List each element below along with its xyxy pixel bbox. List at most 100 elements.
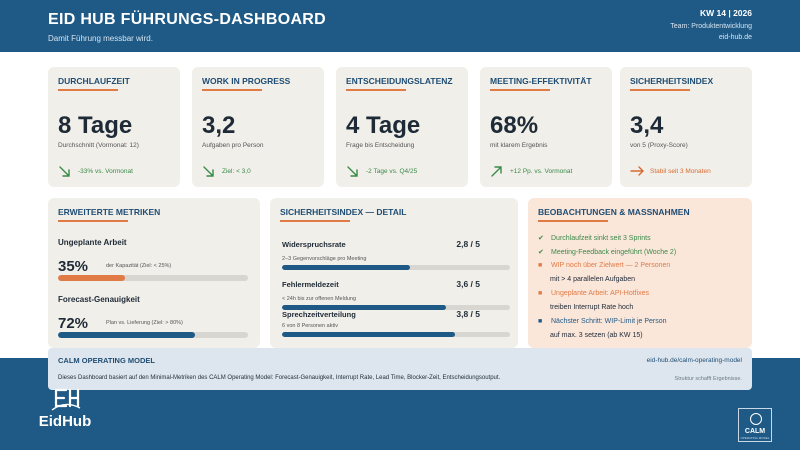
safety-index-panel: SICHERHEITSINDEX — DETAIL Widerspruchsra… bbox=[270, 198, 518, 348]
observation-subtext: mit > 4 parallelen Aufgaben bbox=[550, 276, 636, 283]
observation-item: ■ WIP noch über Zielwert — 2 Personen bbox=[538, 262, 670, 269]
calm-model-banner: CALM OPERATING MODEL eid-hub.de/calm-ope… bbox=[48, 348, 752, 390]
kpi-card: DURCHLAUFZEIT 8 Tage Durchschnitt (Vormona… bbox=[48, 67, 180, 187]
safety-progress-track bbox=[282, 265, 510, 270]
arrow-down-right-icon bbox=[347, 166, 358, 177]
kpi-description: mit klarem Ergebnis bbox=[490, 142, 548, 149]
title-underline bbox=[280, 220, 350, 222]
arrow-right-icon bbox=[630, 166, 644, 176]
check-icon: ✔ bbox=[538, 235, 544, 242]
kpi-label: SICHERHEITSINDEX bbox=[630, 76, 714, 86]
observation-subtext: auf max. 3 setzen (ab KW 15) bbox=[550, 332, 643, 339]
observation-text: WIP noch über Zielwert — 2 Personen bbox=[551, 262, 671, 269]
kpi-trend-text: +12 Pp. vs. Vormonat bbox=[510, 167, 573, 175]
kpi-description: von 5 (Proxy-Score) bbox=[630, 142, 688, 149]
title-underline bbox=[630, 89, 690, 91]
title-underline bbox=[490, 89, 550, 91]
kpi-trend: Ziel: < 3,0 bbox=[202, 164, 251, 178]
dashboard-content: DURCHLAUFZEIT 8 Tage Durchschnitt (Vormona… bbox=[0, 52, 800, 358]
safety-progress-track bbox=[282, 305, 510, 310]
calm-ring-icon bbox=[750, 413, 762, 425]
title-underline bbox=[346, 89, 406, 91]
arrow-up-right-icon bbox=[491, 166, 502, 177]
extended-metrics-panel: ERWEITERTE METRIKEN Ungeplante Arbeit 35… bbox=[48, 198, 260, 348]
metric-progress-track bbox=[58, 332, 248, 338]
square-bullet-icon: ■ bbox=[538, 318, 543, 325]
metric-progress-fill bbox=[58, 275, 125, 281]
kpi-card: WORK IN PROGRESS 3,2 Aufgaben pro Person Zi… bbox=[192, 67, 324, 187]
safety-value: 2,8 / 5 bbox=[456, 239, 480, 249]
calm-model-tagline: Struktur schafft Ergebnisse. bbox=[674, 376, 742, 382]
kpi-value: 8 Tage bbox=[58, 112, 133, 139]
week-label: KW 14 | 2026 bbox=[700, 8, 752, 18]
kpi-card: ENTSCHEIDUNGSLATENZ 4 Tage Frage bis Entsc… bbox=[336, 67, 468, 187]
page-title: EID HUB FÜHRUNGS-DASHBOARD bbox=[48, 11, 327, 28]
safety-note: < 24h bis zur offenen Meldung bbox=[282, 296, 357, 302]
metric-note: Plan vs. Lieferung (Ziel: > 80%) bbox=[106, 320, 183, 326]
observation-item: ✔ Meeting-Feedback eingeführt (Woche 2) bbox=[538, 248, 677, 257]
kpi-trend: -33% vs. Vormonat bbox=[58, 164, 133, 178]
arrow-down-right-icon bbox=[59, 166, 70, 177]
title-underline bbox=[202, 89, 262, 91]
safety-value: 3,8 / 5 bbox=[456, 309, 480, 319]
safety-label: Fehlermeldezeit bbox=[282, 280, 339, 289]
safety-value: 3,6 / 5 bbox=[456, 279, 480, 289]
kpi-label: WORK IN PROGRESS bbox=[202, 76, 291, 86]
site-link[interactable]: eid-hub.de bbox=[718, 34, 752, 41]
metric-progress-fill bbox=[58, 332, 195, 338]
kpi-card: SICHERHEITSINDEX 3,4 von 5 (Proxy-Score) St… bbox=[620, 67, 752, 187]
metric-progress-track bbox=[58, 275, 248, 281]
metric-label: Ungeplante Arbeit bbox=[58, 238, 127, 247]
arrow-down-right-icon bbox=[203, 166, 214, 177]
observation-subtext: treiben Interrupt Rate hoch bbox=[550, 304, 634, 311]
calm-model-description: Dieses Dashboard basiert auf den Minimal… bbox=[58, 375, 501, 381]
safety-progress-track bbox=[282, 332, 510, 337]
square-bullet-icon: ■ bbox=[538, 262, 543, 269]
safety-progress-fill bbox=[282, 332, 456, 337]
kpi-trend-text: Stabil seit 3 Monaten bbox=[650, 167, 711, 175]
team-label: Team: Produktentwicklung bbox=[670, 23, 752, 30]
kpi-value: 4 Tage bbox=[346, 112, 421, 139]
title-underline bbox=[58, 89, 118, 91]
kpi-label: MEETING-EFFEKTIVITÄT bbox=[490, 76, 592, 86]
kpi-description: Frage bis Entscheidung bbox=[346, 142, 415, 149]
kpi-card: MEETING-EFFEKTIVITÄT 68% mit klarem Ergebn… bbox=[480, 67, 612, 187]
kpi-label: ENTSCHEIDUNGSLATENZ bbox=[346, 76, 453, 86]
observation-item: ✔ Durchlaufzeit sinkt seit 3 Sprints bbox=[538, 234, 651, 243]
kpi-value: 3,4 bbox=[630, 112, 664, 139]
calm-badge-text: CALM bbox=[744, 428, 766, 435]
metric-note: der Kapazität (Ziel: < 25%) bbox=[106, 263, 172, 269]
calm-model-link[interactable]: eid-hub.de/calm-operating-model bbox=[646, 357, 742, 364]
kpi-trend: +12 Pp. vs. Vormonat bbox=[490, 164, 572, 178]
safety-note: 2–3 Gegenvorschläge pro Meeting bbox=[282, 256, 367, 262]
safety-index-title: SICHERHEITSINDEX — DETAIL bbox=[280, 207, 407, 217]
observation-text: Nächster Schritt: WIP-Limit je Person bbox=[551, 318, 667, 325]
header-meta: KW 14 | 2026 Team: Produktentwicklung ei… bbox=[670, 8, 752, 41]
safety-progress-fill bbox=[282, 265, 410, 270]
observation-text: Durchlaufzeit sinkt seit 3 Sprints bbox=[551, 234, 651, 242]
kpi-value: 3,2 bbox=[202, 112, 236, 139]
kpi-trend: -2 Tage vs. Q4/25 bbox=[346, 164, 417, 178]
title-underline bbox=[58, 220, 128, 222]
calm-logo-icon: CALM OPERATING MODEL bbox=[738, 408, 772, 442]
kpi-label: DURCHLAUFZEIT bbox=[58, 76, 130, 86]
calm-badge-sub: OPERATING MODEL bbox=[740, 436, 770, 440]
kpi-trend-text: -33% vs. Vormonat bbox=[78, 167, 133, 175]
extended-metrics-title: ERWEITERTE METRIKEN bbox=[58, 207, 161, 217]
calm-model-title: CALM OPERATING MODEL bbox=[58, 356, 155, 365]
safety-progress-fill bbox=[282, 305, 447, 310]
check-icon: ✔ bbox=[538, 249, 544, 256]
eidhub-logo-icon: EidHub bbox=[30, 384, 100, 430]
observation-item: ■ Ungeplante Arbeit: API-Hotfixes bbox=[538, 290, 649, 297]
square-bullet-icon: ■ bbox=[538, 290, 543, 297]
title-underline bbox=[538, 220, 608, 222]
kpi-value: 68% bbox=[490, 112, 539, 139]
observations-title: BEOBACHTUNGEN & MASSNAHMEN bbox=[538, 207, 690, 217]
svg-text:EidHub: EidHub bbox=[39, 413, 92, 430]
observation-item: ■ Nächster Schritt: WIP-Limit je Person bbox=[538, 318, 667, 325]
safety-label: Widerspruchsrate bbox=[282, 240, 346, 249]
metric-value: 72% bbox=[58, 315, 89, 332]
page-subtitle: Damit Führung messbar wird. bbox=[48, 34, 153, 43]
observation-text: Meeting-Feedback eingeführt (Woche 2) bbox=[551, 248, 677, 256]
safety-note: 6 von 8 Personen aktiv bbox=[282, 323, 338, 329]
